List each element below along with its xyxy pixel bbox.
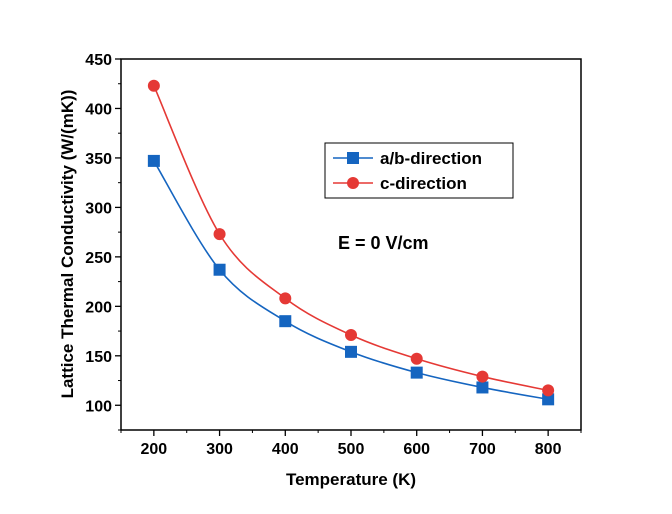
y-axis-title: Lattice Thermal Conductivity (W/(mK)) xyxy=(58,90,77,399)
data-point-square xyxy=(147,154,160,167)
y-tick-label: 150 xyxy=(85,349,112,366)
data-point-circle xyxy=(213,228,226,241)
data-point-circle xyxy=(279,292,292,305)
x-tick-label: 200 xyxy=(141,441,168,458)
data-point-circle xyxy=(345,329,357,342)
x-tick-label: 600 xyxy=(403,441,430,458)
x-tick-label: 400 xyxy=(272,441,299,458)
data-point-circle xyxy=(410,352,423,365)
data-point-circle xyxy=(476,370,489,383)
legend-label-ab: a/b-direction xyxy=(380,149,482,168)
data-point-square xyxy=(410,366,423,379)
data-point-square xyxy=(279,315,292,328)
data-point-circle xyxy=(147,79,160,92)
x-axis: 200 300 400 500 600 700 800 xyxy=(120,430,582,458)
y-tick-label: 450 xyxy=(85,52,112,69)
x-tick-label: 700 xyxy=(469,441,496,458)
x-tick-label: 300 xyxy=(206,441,233,458)
y-tick-label: 100 xyxy=(85,398,112,415)
y-tick-label: 400 xyxy=(85,101,112,118)
field-annotation: E = 0 V/cm xyxy=(338,233,429,253)
y-tick-label: 250 xyxy=(85,250,112,267)
legend-label-c: c-direction xyxy=(380,174,467,193)
x-axis-title: Temperature (K) xyxy=(286,470,416,489)
data-point-square xyxy=(213,263,226,276)
legend: a/b-direction c-direction xyxy=(324,142,514,199)
data-point-square xyxy=(476,381,489,394)
x-tick-label: 800 xyxy=(535,441,562,458)
x-tick-label: 500 xyxy=(338,441,365,458)
series-layer xyxy=(147,79,555,406)
y-axis: 100 150 200 250 300 350 400 450 xyxy=(85,52,121,431)
legend-marker-c xyxy=(347,177,359,189)
y-tick-label: 350 xyxy=(85,151,112,168)
data-point-square xyxy=(345,345,357,358)
y-tick-label: 200 xyxy=(85,299,112,316)
data-point-square xyxy=(542,393,555,406)
data-point-circle xyxy=(542,384,555,397)
y-tick-label: 300 xyxy=(85,200,112,217)
legend-marker-ab xyxy=(347,152,359,164)
